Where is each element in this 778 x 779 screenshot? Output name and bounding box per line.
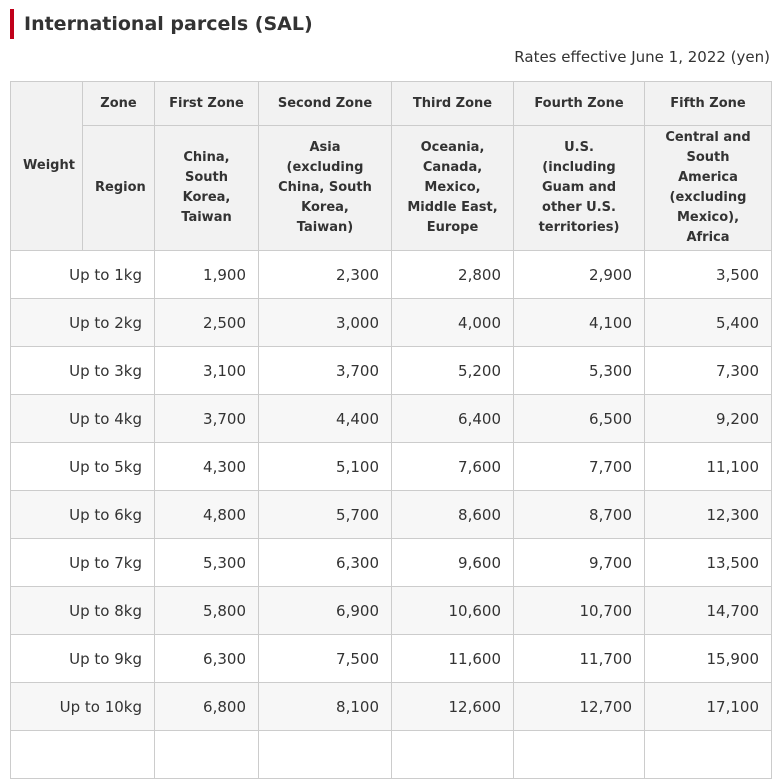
- weight-cell: Up to 10kg: [10, 682, 155, 731]
- rate-cell-zone-4: 10,700: [513, 586, 645, 635]
- rate-cell-zone-1: 3,100: [154, 346, 259, 395]
- rate-cell-zone-2: 6,900: [258, 586, 392, 635]
- region-zone-2: Asia (excluding China, South Korea, Taiw…: [258, 125, 392, 251]
- region-zone-1: China, South Korea, Taiwan: [154, 125, 259, 251]
- rate-cell-zone-4: 7,700: [513, 442, 645, 491]
- rate-cell-zone-4: 9,700: [513, 538, 645, 587]
- header-zone-1: First Zone: [154, 81, 259, 126]
- rate-cell-zone-2: 6,300: [258, 538, 392, 587]
- rate-cell-zone-2: 3,000: [258, 298, 392, 347]
- rate-cell-zone-3: 8,600: [391, 490, 514, 539]
- rate-cell-zone-5: 7,300: [644, 346, 772, 395]
- rate-cell-zone-1: 4,800: [154, 490, 259, 539]
- table-row: Up to 7kg 5,300 6,300 9,600 9,700 13,500: [10, 538, 772, 587]
- rate-cell-zone-4: 4,100: [513, 298, 645, 347]
- rate-cell-zone-3: 10,600: [391, 586, 514, 635]
- rate-cell-zone-1: 3,700: [154, 394, 259, 443]
- table-row: Up to 5kg 4,300 5,100 7,600 7,700 11,100: [10, 442, 772, 491]
- table-row: [10, 730, 772, 779]
- rate-cell-zone-3: 4,000: [391, 298, 514, 347]
- rate-cell-zone-4: 6,500: [513, 394, 645, 443]
- weight-cell: Up to 5kg: [10, 442, 155, 491]
- rate-cell-zone-1: 4,300: [154, 442, 259, 491]
- rate-cell-zone-5: 15,900: [644, 634, 772, 683]
- weight-cell: [10, 730, 155, 779]
- rate-cell-zone-2: 8,100: [258, 682, 392, 731]
- rate-cell-zone-4: 5,300: [513, 346, 645, 395]
- table-row: Up to 1kg 1,900 2,300 2,800 2,900 3,500: [10, 250, 772, 299]
- rate-cell-zone-1: [154, 730, 259, 779]
- weight-cell: Up to 8kg: [10, 586, 155, 635]
- rate-cell-zone-4: [513, 730, 645, 779]
- rate-cell-zone-4: 11,700: [513, 634, 645, 683]
- region-zone-5: Central and South America (excluding Mex…: [644, 125, 772, 251]
- rate-cell-zone-2: 5,700: [258, 490, 392, 539]
- header-zone-4: Fourth Zone: [513, 81, 645, 126]
- rate-cell-zone-2: 4,400: [258, 394, 392, 443]
- rate-cell-zone-2: 7,500: [258, 634, 392, 683]
- rate-cell-zone-4: 8,700: [513, 490, 645, 539]
- region-zone-3: Oceania, Canada, Mexico, Middle East, Eu…: [391, 125, 514, 251]
- weight-cell: Up to 9kg: [10, 634, 155, 683]
- rate-cell-zone-3: 6,400: [391, 394, 514, 443]
- header-zone: Zone: [82, 81, 155, 126]
- table-row: Up to 9kg 6,300 7,500 11,600 11,700 15,900: [10, 634, 772, 683]
- weight-cell: Up to 6kg: [10, 490, 155, 539]
- rate-cell-zone-5: 12,300: [644, 490, 772, 539]
- rate-cell-zone-3: 12,600: [391, 682, 514, 731]
- weight-cell: Up to 3kg: [10, 346, 155, 395]
- rate-cell-zone-3: [391, 730, 514, 779]
- rate-cell-zone-5: 14,700: [644, 586, 772, 635]
- header-region: Region: [82, 125, 155, 251]
- rate-cell-zone-1: 5,800: [154, 586, 259, 635]
- table-row: Up to 2kg 2,500 3,000 4,000 4,100 5,400: [10, 298, 772, 347]
- header-weight: Weight: [10, 81, 83, 251]
- header-zone-5: Fifth Zone: [644, 81, 772, 126]
- rate-cell-zone-1: 2,500: [154, 298, 259, 347]
- weight-cell: Up to 7kg: [10, 538, 155, 587]
- rate-cell-zone-1: 1,900: [154, 250, 259, 299]
- table-row: Up to 3kg 3,100 3,700 5,200 5,300 7,300: [10, 346, 772, 395]
- page-title: International parcels (SAL): [10, 9, 313, 39]
- rate-cell-zone-5: 5,400: [644, 298, 772, 347]
- rates-table-body: Up to 1kg 1,900 2,300 2,800 2,900 3,500 Up to …: [10, 250, 772, 779]
- rate-cell-zone-5: 11,100: [644, 442, 772, 491]
- rate-cell-zone-2: 3,700: [258, 346, 392, 395]
- table-row: Up to 8kg 5,800 6,900 10,600 10,700 14,700: [10, 586, 772, 635]
- rate-cell-zone-2: 2,300: [258, 250, 392, 299]
- rate-cell-zone-2: 5,100: [258, 442, 392, 491]
- header-zone-2: Second Zone: [258, 81, 392, 126]
- rate-cell-zone-3: 2,800: [391, 250, 514, 299]
- rate-cell-zone-3: 7,600: [391, 442, 514, 491]
- rate-cell-zone-5: 13,500: [644, 538, 772, 587]
- rate-cell-zone-1: 6,800: [154, 682, 259, 731]
- rate-cell-zone-3: 11,600: [391, 634, 514, 683]
- rate-cell-zone-5: 9,200: [644, 394, 772, 443]
- rates-table: Weight Zone First Zone Second Zone Third…: [10, 81, 772, 779]
- rate-cell-zone-5: [644, 730, 772, 779]
- rate-cell-zone-1: 5,300: [154, 538, 259, 587]
- rate-cell-zone-5: 3,500: [644, 250, 772, 299]
- region-zone-4: U.S. (including Guam and other U.S. terr…: [513, 125, 645, 251]
- rate-cell-zone-3: 9,600: [391, 538, 514, 587]
- rate-cell-zone-3: 5,200: [391, 346, 514, 395]
- table-row: Up to 4kg 3,700 4,400 6,400 6,500 9,200: [10, 394, 772, 443]
- rates-effective-note: Rates effective June 1, 2022 (yen): [514, 48, 770, 66]
- table-row: Up to 6kg 4,800 5,700 8,600 8,700 12,300: [10, 490, 772, 539]
- rate-cell-zone-4: 2,900: [513, 250, 645, 299]
- rate-cell-zone-5: 17,100: [644, 682, 772, 731]
- header-zone-3: Third Zone: [391, 81, 514, 126]
- weight-cell: Up to 4kg: [10, 394, 155, 443]
- weight-cell: Up to 2kg: [10, 298, 155, 347]
- rate-cell-zone-2: [258, 730, 392, 779]
- rate-cell-zone-4: 12,700: [513, 682, 645, 731]
- weight-cell: Up to 1kg: [10, 250, 155, 299]
- table-row: Up to 10kg 6,800 8,100 12,600 12,700 17,100: [10, 682, 772, 731]
- rate-cell-zone-1: 6,300: [154, 634, 259, 683]
